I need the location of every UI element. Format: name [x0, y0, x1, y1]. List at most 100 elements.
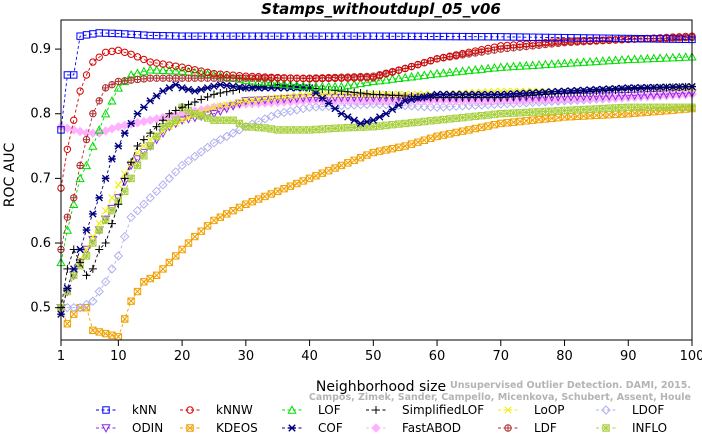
- data-point: [502, 61, 512, 71]
- data-point: [503, 109, 511, 118]
- data-point: [484, 111, 492, 119]
- data-point: [344, 113, 352, 121]
- data-point: [586, 105, 594, 113]
- legend-marker: [372, 406, 380, 414]
- legend-label: SimplifiedLOF: [402, 403, 484, 417]
- data-point: [598, 85, 607, 93]
- data-point: [425, 102, 436, 112]
- data-point: [559, 58, 570, 68]
- data-point: [350, 88, 359, 97]
- data-point: [70, 271, 78, 280]
- data-point: [82, 135, 91, 144]
- data-point: [426, 91, 435, 100]
- data-point: [382, 110, 390, 118]
- data-point: [248, 84, 257, 92]
- data-point: [420, 136, 429, 144]
- data-point: [432, 68, 442, 78]
- data-point: [465, 90, 473, 99]
- data-point: [642, 53, 653, 63]
- data-point: [560, 87, 569, 95]
- data-point: [426, 69, 436, 79]
- data-point: [70, 194, 78, 202]
- chart-title: Stamps_withoutdupl_05_v06: [261, 0, 501, 18]
- data-point: [63, 287, 72, 296]
- data-point: [62, 123, 73, 133]
- data-point: [82, 71, 91, 79]
- data-point: [375, 75, 385, 85]
- x-tick-label: 1: [57, 349, 65, 364]
- data-point: [656, 103, 664, 111]
- data-point: [465, 126, 473, 134]
- data-point: [133, 161, 142, 170]
- data-point: [216, 89, 225, 98]
- data-point: [89, 239, 97, 247]
- data-point: [407, 119, 416, 127]
- data-point: [223, 116, 231, 124]
- data-point: [496, 62, 506, 71]
- data-point: [522, 117, 530, 125]
- data-point: [203, 114, 212, 122]
- data-point: [280, 185, 288, 193]
- data-point: [604, 55, 614, 65]
- data-point: [541, 88, 550, 96]
- data-point: [100, 108, 111, 118]
- data-point: [414, 60, 422, 69]
- data-point: [133, 53, 142, 61]
- data-point: [522, 89, 531, 97]
- data-point: [145, 193, 155, 203]
- data-point: [261, 124, 269, 132]
- data-point: [414, 118, 422, 126]
- data-point: [133, 75, 142, 84]
- data-point: [579, 57, 589, 66]
- data-point: [650, 103, 658, 111]
- data-point: [165, 84, 174, 92]
- data-point: [484, 122, 492, 130]
- data-point: [401, 119, 409, 128]
- data-point: [669, 83, 677, 91]
- data-point: [668, 52, 678, 62]
- data-point: [242, 122, 250, 131]
- data-point: [140, 103, 148, 111]
- data-point: [356, 119, 365, 128]
- legend-item-loop: LoOP: [498, 403, 565, 417]
- data-point: [534, 60, 544, 69]
- data-point: [120, 174, 129, 183]
- x-tick-label: 70: [493, 349, 510, 364]
- data-point: [88, 264, 97, 273]
- data-point: [599, 104, 607, 113]
- data-point: [680, 52, 691, 61]
- legend-item-simplifiedlof: SimplifiedLOF: [366, 403, 484, 417]
- data-point: [337, 124, 346, 132]
- data-point: [127, 119, 135, 128]
- data-point: [675, 103, 683, 111]
- data-point: [477, 123, 486, 132]
- data-point: [585, 56, 595, 66]
- data-point: [586, 86, 594, 94]
- data-point: [229, 99, 237, 107]
- legend-item-ldf: LDF: [498, 421, 557, 434]
- data-point: [401, 97, 409, 105]
- data-point: [210, 116, 218, 124]
- data-point: [553, 58, 563, 68]
- data-point: [661, 53, 672, 62]
- legend-marker: [504, 406, 512, 414]
- data-point: [286, 92, 295, 100]
- data-point: [120, 231, 130, 242]
- data-point: [681, 103, 690, 111]
- data-point: [337, 87, 346, 96]
- data-point: [387, 74, 398, 83]
- data-point: [420, 117, 429, 126]
- data-point: [617, 54, 627, 64]
- data-point: [471, 112, 479, 121]
- data-point: [579, 105, 588, 114]
- data-point: [567, 87, 575, 95]
- data-point: [419, 101, 430, 112]
- data-point: [82, 252, 91, 260]
- data-point: [94, 125, 104, 134]
- data-point: [394, 73, 404, 83]
- data-point: [432, 102, 442, 112]
- data-point: [458, 113, 467, 122]
- data-point: [223, 210, 231, 218]
- data-point: [164, 173, 175, 184]
- data-point: [312, 89, 320, 97]
